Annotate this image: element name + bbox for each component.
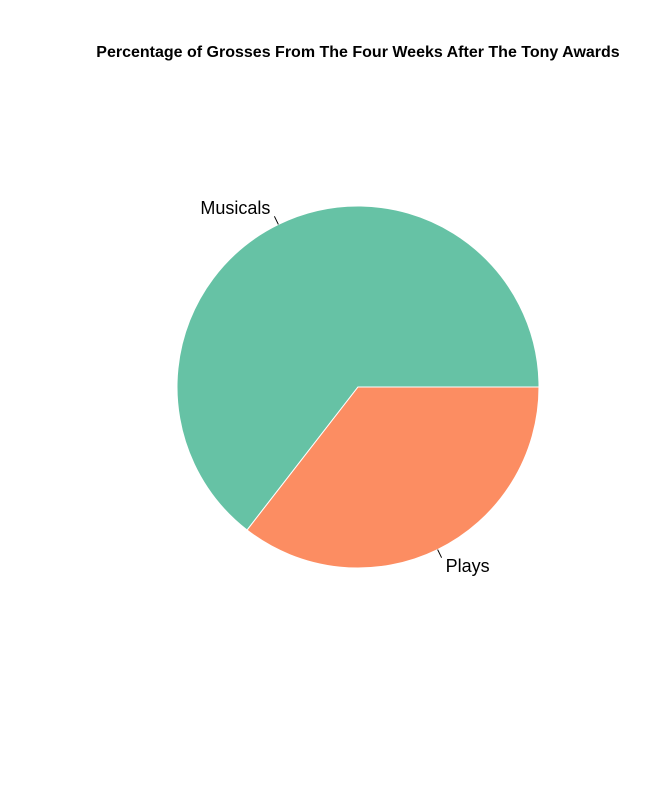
chart-title: Percentage of Grosses From The Four Week… bbox=[96, 44, 619, 61]
leader-line-musicals bbox=[273, 216, 279, 225]
pie-slice-musicals bbox=[176, 205, 540, 531]
slice-label-musicals: Musicals bbox=[200, 198, 270, 218]
slice-label-plays: Plays bbox=[446, 556, 490, 576]
slices-layer bbox=[176, 205, 540, 569]
pie-slice-plays bbox=[246, 386, 540, 569]
labels-layer: Musicals Plays bbox=[200, 198, 489, 576]
leader-line-plays bbox=[437, 549, 443, 558]
